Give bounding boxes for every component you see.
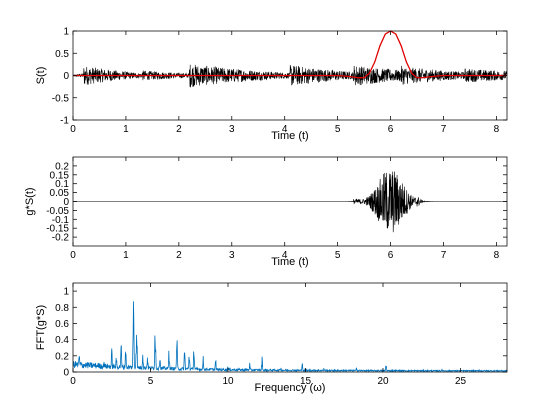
panel-signal-xtick-label: 1 <box>123 124 129 135</box>
panel-filtered-ytick-label: 0.05 <box>50 188 70 199</box>
panel-signal-ytick-label: 1 <box>63 27 69 38</box>
panel-filtered-ytick-label: -0.2 <box>52 233 70 244</box>
panel-filtered-ticks: 0 1 2 3 4 5 6 7 8-0.2-0.15-0.1-0.0500.050.10.150… <box>46 157 507 261</box>
panel-filtered-ytick-label: 0 <box>63 197 69 208</box>
panel-filtered-xtick-label: 2 <box>176 250 182 261</box>
panel-spectrum-ticks: 0 5 10 15 20 25 0 0.2 0.4 0.6 0.8 1 <box>55 283 507 387</box>
panel-signal-ytick-label: 0.5 <box>55 49 69 60</box>
panel-spectrum-xtick-label: 15 <box>300 376 312 387</box>
panel-signal-xtick-label: 4 <box>282 124 288 135</box>
panel-filtered-xlabel: Time (t) <box>271 256 308 268</box>
panel-spectrum-xtick-label: 25 <box>455 376 467 387</box>
panel-signal-xlabel: Time (t) <box>271 130 308 142</box>
panel-filtered-xtick-label: 8 <box>494 250 500 261</box>
panel-spectrum-ylabel: FFT(g*S) <box>35 305 47 350</box>
panel-spectrum-xtick-label: 10 <box>222 376 234 387</box>
panel-filtered-xtick-label: 6 <box>388 250 394 261</box>
panel-signal-xtick-label: 2 <box>176 124 182 135</box>
panel-filtered-xtick-label: 7 <box>441 250 447 261</box>
panel-signal-xtick-label: 3 <box>229 124 235 135</box>
panel-signal-ylabel: S(t) <box>35 67 47 85</box>
signal-trace <box>72 64 508 88</box>
panel-filtered-traces <box>73 171 507 233</box>
panel-filtered-ytick-label: -0.15 <box>46 224 69 235</box>
panel-signal: 0 1 2 3 4 5 6 7 8 -1 -0.5 0 0.5 1 Time (t) S(t) <box>35 27 508 142</box>
panel-signal-ytick-label: -1 <box>60 116 69 127</box>
panel-filtered-ytick-label: 0.15 <box>50 170 70 181</box>
panel-spectrum-xlabel: Frequency (ω) <box>255 382 326 394</box>
panel-signal-xtick-label: 6 <box>388 124 394 135</box>
panel-signal-xtick-label: 0 <box>70 124 76 135</box>
panel-spectrum-ytick-label: 1 <box>63 287 69 298</box>
panel-spectrum-xtick-label: 0 <box>70 376 76 387</box>
panel-spectrum-traces <box>72 301 508 373</box>
panel-filtered: 0 1 2 3 4 5 6 7 8-0.2-0.15-0.1-0.0500.050.10.150… <box>24 156 508 268</box>
panel-spectrum-xtick-label: 5 <box>148 376 154 387</box>
panel-filtered-xtick-label: 3 <box>229 250 235 261</box>
panel-signal-ticks: 0 1 2 3 4 5 6 7 8 -1 -0.5 0 0.5 1 <box>52 27 507 135</box>
panel-spectrum-ytick-label: 0.8 <box>55 303 69 314</box>
panel-spectrum: 0 5 10 15 20 25 0 0.2 0.4 0.6 0.8 1 Frequency (ω) F… <box>35 282 508 394</box>
panel-filtered-ytick-label: 0.2 <box>55 161 69 172</box>
panel-filtered-xtick-label: 1 <box>123 250 129 261</box>
panel-spectrum-ytick-label: 0 <box>63 368 69 379</box>
panel-filtered-xtick-label: 5 <box>335 250 341 261</box>
panel-signal-xtick-label: 7 <box>441 124 447 135</box>
panel-spectrum-ytick-label: 0.6 <box>55 319 69 330</box>
panel-spectrum-xtick-label: 20 <box>377 376 389 387</box>
panel-signal-xtick-label: 5 <box>335 124 341 135</box>
filtered-trace <box>73 171 507 233</box>
spectrum-trace <box>72 301 508 373</box>
panel-spectrum-axes-box <box>72 282 508 373</box>
panel-filtered-xtick-label: 4 <box>282 250 288 261</box>
panel-filtered-xtick-label: 0 <box>70 250 76 261</box>
panel-filtered-ytick-label: -0.1 <box>52 215 70 226</box>
panel-signal-ytick-label: 0 <box>63 71 69 82</box>
panel-spectrum-ytick-label: 0.4 <box>55 335 69 346</box>
panel-filtered-ytick-label: 0.1 <box>55 179 69 190</box>
panel-signal-xtick-label: 8 <box>494 124 500 135</box>
panel-filtered-ylabel: g*S(t) <box>24 187 36 215</box>
panel-spectrum-ytick-label: 0.2 <box>55 351 69 362</box>
panel-signal-ytick-label: -0.5 <box>52 93 70 104</box>
panel-filtered-ytick-label: -0.05 <box>46 206 69 217</box>
